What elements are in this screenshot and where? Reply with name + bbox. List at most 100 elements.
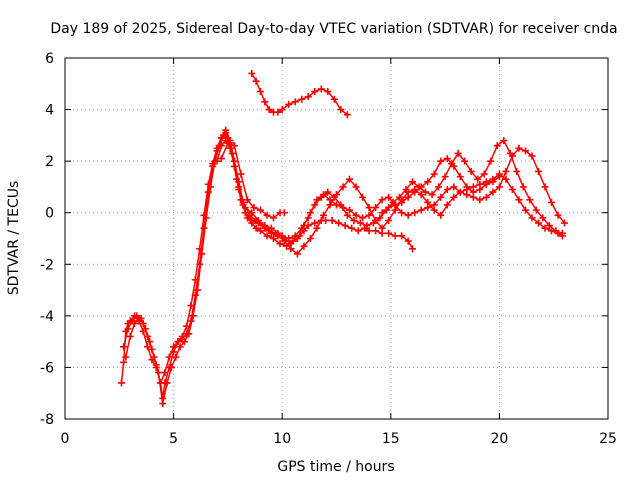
data-point-marker <box>404 211 412 219</box>
data-point-marker <box>495 173 503 181</box>
data-point-marker <box>144 343 152 351</box>
series-7 <box>378 155 503 217</box>
data-point-marker <box>372 204 380 212</box>
plot-data <box>117 69 569 408</box>
data-point-marker <box>343 111 351 119</box>
data-point-marker <box>554 211 562 219</box>
data-point-marker <box>135 314 143 322</box>
data-point-marker <box>120 358 128 366</box>
data-point-marker <box>521 147 529 155</box>
data-point-marker <box>467 167 475 175</box>
data-point-marker <box>306 209 314 217</box>
data-point-marker <box>263 232 271 240</box>
data-point-marker <box>330 95 338 103</box>
data-point-marker <box>224 139 232 147</box>
x-tick-label: 10 <box>273 431 291 447</box>
data-point-marker <box>526 196 534 204</box>
data-point-marker <box>352 211 360 219</box>
data-point-marker <box>430 170 438 178</box>
data-point-marker <box>120 343 128 351</box>
series-5 <box>217 139 288 222</box>
data-point-marker <box>404 237 412 245</box>
data-point-marker <box>183 322 191 330</box>
data-point-marker <box>500 137 508 145</box>
data-point-marker <box>217 134 225 142</box>
y-tick-label: -4 <box>40 309 54 325</box>
data-point-marker <box>545 222 553 230</box>
data-point-marker <box>528 152 536 160</box>
data-point-marker <box>270 235 278 242</box>
data-point-marker <box>209 160 217 168</box>
data-point-marker <box>376 214 384 222</box>
series-1 <box>117 129 417 402</box>
data-point-marker <box>180 338 188 346</box>
data-point-marker <box>456 173 464 181</box>
series-trace <box>125 129 564 384</box>
data-point-marker <box>548 198 556 206</box>
data-point-marker <box>319 191 327 199</box>
y-tick-label: 4 <box>45 103 54 119</box>
data-point-marker <box>480 170 488 178</box>
data-point-marker <box>161 369 169 377</box>
x-tick-label: 25 <box>599 431 617 447</box>
plot-frame <box>64 57 609 420</box>
data-point-marker <box>541 224 549 232</box>
data-point-marker <box>267 224 275 232</box>
data-point-marker <box>265 106 273 114</box>
data-point-marker <box>398 209 406 217</box>
x-tick-label: 0 <box>61 431 70 447</box>
data-point-marker <box>411 188 419 196</box>
data-point-marker <box>126 332 134 340</box>
grid <box>65 58 608 419</box>
data-point-marker <box>469 188 477 196</box>
data-point-marker <box>395 193 403 201</box>
chart-title: Day 189 of 2025, Sidereal Day-to-day VTE… <box>50 21 617 37</box>
data-point-marker <box>252 224 260 232</box>
data-point-marker <box>298 95 306 103</box>
data-point-marker <box>404 193 412 201</box>
series-6 <box>248 69 351 119</box>
data-point-marker <box>417 191 425 199</box>
data-point-marker <box>493 142 501 150</box>
data-point-marker <box>304 93 312 101</box>
data-point-marker <box>378 209 386 217</box>
data-point-marker <box>293 235 301 242</box>
data-point-marker <box>508 152 516 160</box>
data-point-marker <box>391 201 399 209</box>
data-point-marker <box>385 204 393 212</box>
data-point-marker <box>256 88 264 96</box>
series-trace <box>251 72 349 116</box>
x-tick-label: 20 <box>490 431 508 447</box>
data-point-marker <box>230 162 238 170</box>
x-tick-labels: 0 5 10 15 20 25 <box>61 431 617 447</box>
data-point-marker <box>176 343 184 351</box>
data-point-marker <box>398 198 406 206</box>
data-point-marker <box>495 183 503 191</box>
y-tick-label: 0 <box>45 206 54 222</box>
data-point-marker <box>193 286 201 294</box>
data-point-marker <box>213 157 221 165</box>
x-tick-label: 15 <box>382 431 400 447</box>
data-point-marker <box>411 209 419 217</box>
data-point-marker <box>274 108 282 116</box>
data-point-marker <box>241 204 249 212</box>
data-point-marker <box>528 214 536 222</box>
data-point-marker <box>213 144 221 152</box>
y-axis-label: SDTVAR / TECUs <box>6 181 22 296</box>
data-point-marker <box>178 332 186 340</box>
data-point-marker <box>521 206 529 214</box>
data-point-marker <box>285 100 293 108</box>
data-point-marker <box>235 183 243 191</box>
data-point-marker <box>474 175 482 183</box>
data-point-marker <box>489 178 497 186</box>
data-point-marker <box>217 142 225 150</box>
data-point-marker <box>515 196 523 204</box>
data-point-marker <box>456 188 464 196</box>
data-point-marker <box>163 379 171 387</box>
data-point-marker <box>515 144 523 152</box>
data-point-marker <box>437 157 445 165</box>
data-point-marker <box>534 167 542 175</box>
data-point-marker <box>243 196 251 204</box>
y-tick-label: -8 <box>40 412 54 428</box>
